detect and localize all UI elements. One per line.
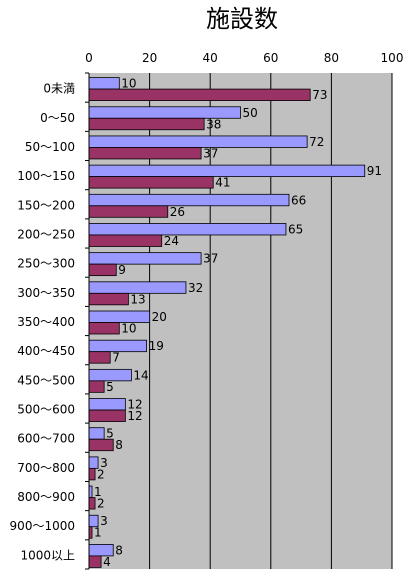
bar-s2-6	[88, 263, 117, 277]
value-label-s1-6: 37	[203, 252, 218, 266]
category-label-14: 800～900	[17, 490, 75, 504]
bar-s2-10	[88, 380, 105, 393]
bar-s2-1	[88, 117, 205, 131]
category-label-10: 450～500	[17, 373, 75, 387]
category-label-11: 500～600	[17, 403, 75, 417]
value-label-s2-12: 8	[115, 438, 123, 452]
bar-s2-3	[88, 176, 214, 189]
bar-s2-0	[88, 88, 311, 101]
bar-s1-4	[88, 193, 290, 207]
value-label-s2-4: 26	[170, 205, 185, 219]
bar-s2-16	[88, 555, 102, 568]
value-label-s1-12: 5	[106, 427, 114, 441]
category-label-1: 0～50	[40, 111, 75, 125]
x-tick-label-60: 60	[263, 51, 278, 65]
bar-s2-5	[88, 234, 163, 247]
x-tick-label-100: 100	[381, 51, 404, 65]
value-label-s2-0: 73	[312, 88, 327, 102]
x-tick-label-0: 0	[85, 51, 93, 65]
bar-s2-4	[88, 205, 169, 218]
value-label-s1-14: 1	[94, 485, 102, 499]
category-label-12: 600～700	[17, 432, 75, 446]
bar-s2-12	[88, 438, 114, 452]
value-label-s2-7: 13	[130, 292, 145, 306]
value-label-s2-16: 4	[103, 555, 111, 569]
category-label-2: 50～100	[25, 140, 75, 154]
value-label-s2-5: 24	[164, 234, 179, 248]
value-label-s1-16: 8	[115, 543, 123, 557]
bar-s2-7	[88, 292, 129, 306]
bar-s2-13	[88, 467, 96, 481]
category-label-13: 700～800	[17, 461, 75, 475]
category-label-3: 100～150	[17, 169, 75, 183]
category-label-16: 1000以上	[20, 548, 75, 562]
value-label-s1-8: 20	[152, 310, 167, 324]
value-label-s1-7: 32	[188, 281, 203, 295]
category-label-9: 400～450	[17, 344, 75, 358]
bar-s1-5	[88, 223, 287, 236]
value-label-s1-2: 72	[309, 135, 324, 149]
value-label-s1-15: 3	[100, 514, 108, 528]
value-label-s1-9: 19	[149, 339, 164, 353]
chart-title: 施設数	[206, 5, 278, 33]
bar-s1-8	[88, 310, 150, 323]
value-label-s2-2: 37	[203, 146, 218, 160]
bar-s2-11	[88, 409, 126, 422]
bar-s1-2	[88, 135, 308, 148]
bar-s2-14	[88, 497, 96, 510]
value-label-s2-14: 2	[97, 497, 105, 511]
value-label-s1-5: 65	[288, 222, 303, 236]
value-label-s1-10: 14	[133, 368, 148, 382]
category-label-0: 0未満	[43, 82, 75, 96]
value-label-s2-6: 9	[118, 263, 126, 277]
value-label-s2-3: 41	[215, 176, 230, 190]
value-label-s2-9: 7	[112, 351, 120, 365]
bar-s2-8	[88, 322, 120, 335]
value-label-s2-13: 2	[97, 467, 105, 481]
value-label-s1-3: 91	[367, 164, 382, 178]
value-label-s2-11: 12	[127, 409, 142, 423]
bar-s1-11	[88, 398, 126, 411]
bar-s1-12	[88, 427, 105, 440]
value-label-s2-10: 5	[106, 380, 114, 394]
category-label-7: 300～350	[17, 286, 75, 300]
category-label-4: 150～200	[17, 198, 75, 212]
bar-s1-6	[88, 252, 202, 265]
value-label-s1-1: 50	[243, 106, 258, 120]
category-label-5: 200～250	[17, 227, 75, 241]
bar-s1-0	[88, 77, 120, 90]
x-tick-label-80: 80	[324, 51, 339, 65]
value-label-s2-15: 1	[94, 526, 102, 540]
value-label-s2-1: 38	[206, 117, 221, 131]
category-label-6: 250～300	[17, 257, 75, 271]
value-label-s1-13: 3	[100, 456, 108, 470]
bar-s2-2	[88, 147, 202, 160]
x-tick-label-40: 40	[203, 51, 218, 65]
value-label-s1-4: 66	[291, 193, 306, 207]
bar-s2-9	[88, 351, 111, 364]
value-label-s1-11: 12	[127, 398, 142, 412]
value-label-s1-0: 10	[121, 77, 136, 91]
value-label-s2-8: 10	[121, 322, 136, 336]
category-label-8: 350～400	[17, 315, 75, 329]
category-label-15: 900～1000	[10, 519, 75, 533]
x-tick-label-20: 20	[142, 51, 157, 65]
